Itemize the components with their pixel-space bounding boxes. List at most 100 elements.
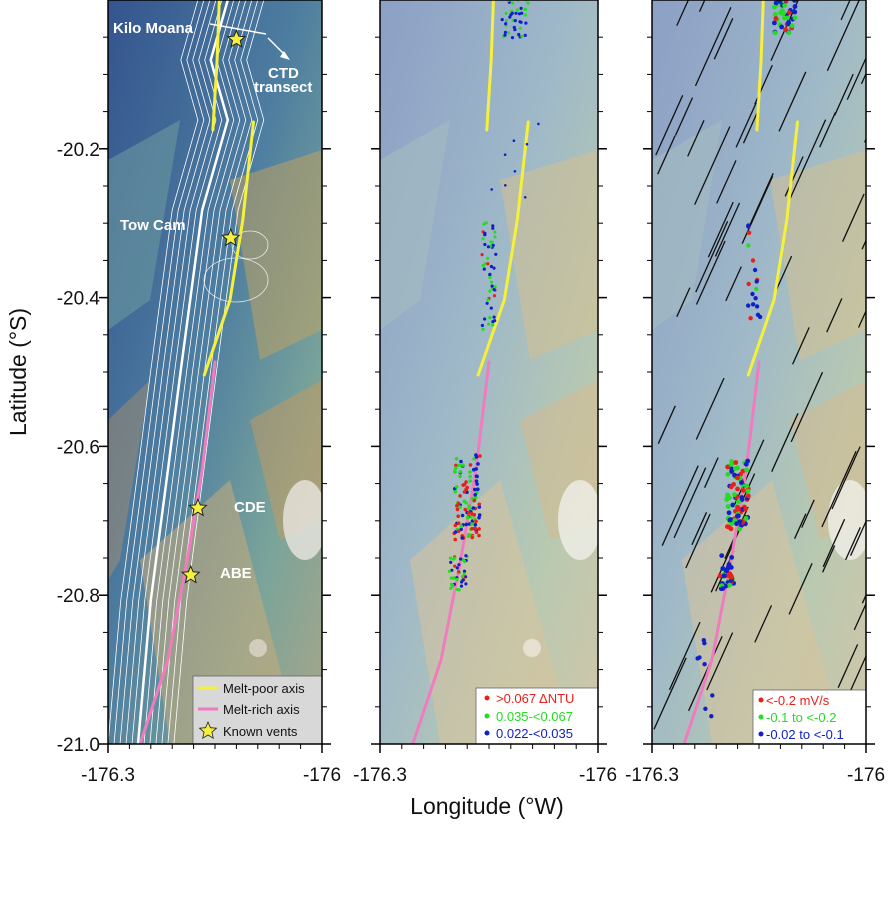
anomaly-point	[489, 306, 493, 310]
anomaly-point	[488, 275, 492, 279]
anomaly-point	[753, 296, 758, 301]
anomaly-point	[491, 243, 495, 247]
panel-orp: <-0.2 mV/s -0.1 to <-0.2 -0.02 to <-0.1	[651, 0, 867, 745]
anomaly-point	[523, 13, 528, 17]
y-axis-title: Latitude (°S)	[5, 308, 31, 436]
anomaly-point	[789, 23, 795, 29]
y-tick-label: -20.8	[57, 586, 100, 607]
anomaly-point	[504, 19, 509, 23]
anomaly-point	[463, 507, 468, 512]
anomaly-point	[460, 575, 465, 579]
anomaly-point	[468, 463, 473, 467]
ctd-transect-line	[125, 0, 217, 744]
anomaly-point	[455, 566, 459, 570]
anomaly-point	[710, 693, 715, 698]
anomaly-point	[709, 714, 714, 719]
fault-line	[676, 287, 691, 318]
anomaly-point	[490, 240, 494, 244]
anomaly-point	[792, 4, 798, 9]
anomaly-point	[462, 490, 467, 494]
anomaly-point	[773, 0, 779, 6]
anomaly-point	[504, 11, 508, 15]
anomaly-point	[725, 504, 731, 509]
melt-poor-axis-north	[755, 0, 765, 132]
anomaly-point	[744, 467, 749, 473]
anomaly-point	[470, 526, 474, 531]
anomaly-point	[489, 264, 493, 269]
anomaly-point	[743, 461, 749, 467]
x-axis-ticks: -176.3 -176 -176.3 -176 -176.3 -176	[81, 744, 885, 786]
label-ctd: CTD	[268, 65, 299, 82]
anomaly-point	[740, 468, 746, 474]
turbidity-anomaly-points	[447, 0, 540, 592]
anomaly-point	[494, 252, 498, 256]
anomaly-point	[453, 537, 458, 542]
ctd-transect-line	[113, 0, 205, 744]
y-tick-label: -20.6	[57, 437, 100, 458]
melt-poor-axis-north	[485, 0, 495, 132]
anomaly-point	[456, 521, 461, 525]
anomaly-point	[453, 523, 458, 528]
anomaly-point	[733, 460, 739, 465]
fault-line	[788, 563, 813, 615]
anomaly-point	[485, 301, 489, 305]
fault-line	[694, 126, 731, 205]
x-tick-label: -176.3	[625, 765, 679, 786]
anomaly-point	[464, 582, 468, 586]
fault-line	[792, 327, 810, 365]
fault-line	[858, 309, 866, 328]
y-tick-label: -20.2	[57, 140, 100, 161]
survey-loop	[231, 230, 269, 260]
anomaly-point	[503, 30, 507, 34]
anomaly-point	[511, 1, 515, 5]
legend-dot-low	[758, 731, 764, 737]
fault-line	[714, 202, 741, 257]
anomaly-point	[739, 480, 744, 485]
anomaly-point	[480, 323, 484, 328]
anomaly-point	[481, 237, 485, 241]
panel-turbidity: >0.067 ΔNTU 0.035-<0.067 0.022-<0.035	[379, 0, 599, 745]
anomaly-point	[461, 578, 465, 582]
melt-poor-axis-central	[202, 120, 255, 377]
fault-line	[822, 518, 846, 568]
bathymetry-relief	[652, 120, 866, 744]
anomaly-point	[459, 524, 464, 529]
anomaly-point	[518, 26, 522, 30]
anomaly-point	[508, 15, 512, 19]
anomaly-point	[728, 484, 734, 490]
fault-line	[657, 135, 676, 175]
fault-line	[687, 120, 705, 157]
legend-dot-high	[758, 697, 764, 703]
anomaly-point	[476, 487, 480, 492]
legend-c-mid: -0.1 to <-0.2	[766, 710, 836, 725]
legend-c-low: -0.02 to <-0.1	[766, 727, 844, 742]
fault-line	[704, 457, 719, 488]
anomaly-point	[500, 18, 504, 22]
fault-line	[789, 119, 827, 199]
legend-c: <-0.2 mV/s -0.1 to <-0.2 -0.02 to <-0.1	[752, 689, 867, 745]
anomaly-point	[695, 656, 700, 661]
anomaly-point	[459, 584, 464, 588]
anomaly-point	[523, 33, 527, 38]
fault-line	[653, 657, 687, 730]
anomaly-point	[464, 501, 469, 505]
fault-line	[707, 201, 734, 258]
anomaly-point	[517, 32, 521, 37]
legend-b-low: 0.022-<0.035	[496, 726, 573, 741]
ctd-transect-line	[155, 0, 247, 744]
fault-line	[673, 467, 707, 539]
fault-line	[842, 193, 865, 242]
anomaly-point	[519, 6, 523, 10]
fault-line	[695, 221, 729, 293]
x-tick-label: -176	[579, 765, 617, 786]
ctd-pointer-line	[209, 23, 267, 35]
anomaly-point	[475, 482, 479, 486]
anomaly-point	[493, 230, 497, 234]
fault-line	[834, 73, 854, 116]
anomaly-point	[773, 16, 779, 21]
anomaly-point	[451, 583, 455, 587]
anomaly-point	[477, 502, 482, 507]
x-tick-label: -176	[847, 765, 885, 786]
anomaly-point	[475, 474, 479, 479]
anomaly-point	[471, 506, 476, 510]
